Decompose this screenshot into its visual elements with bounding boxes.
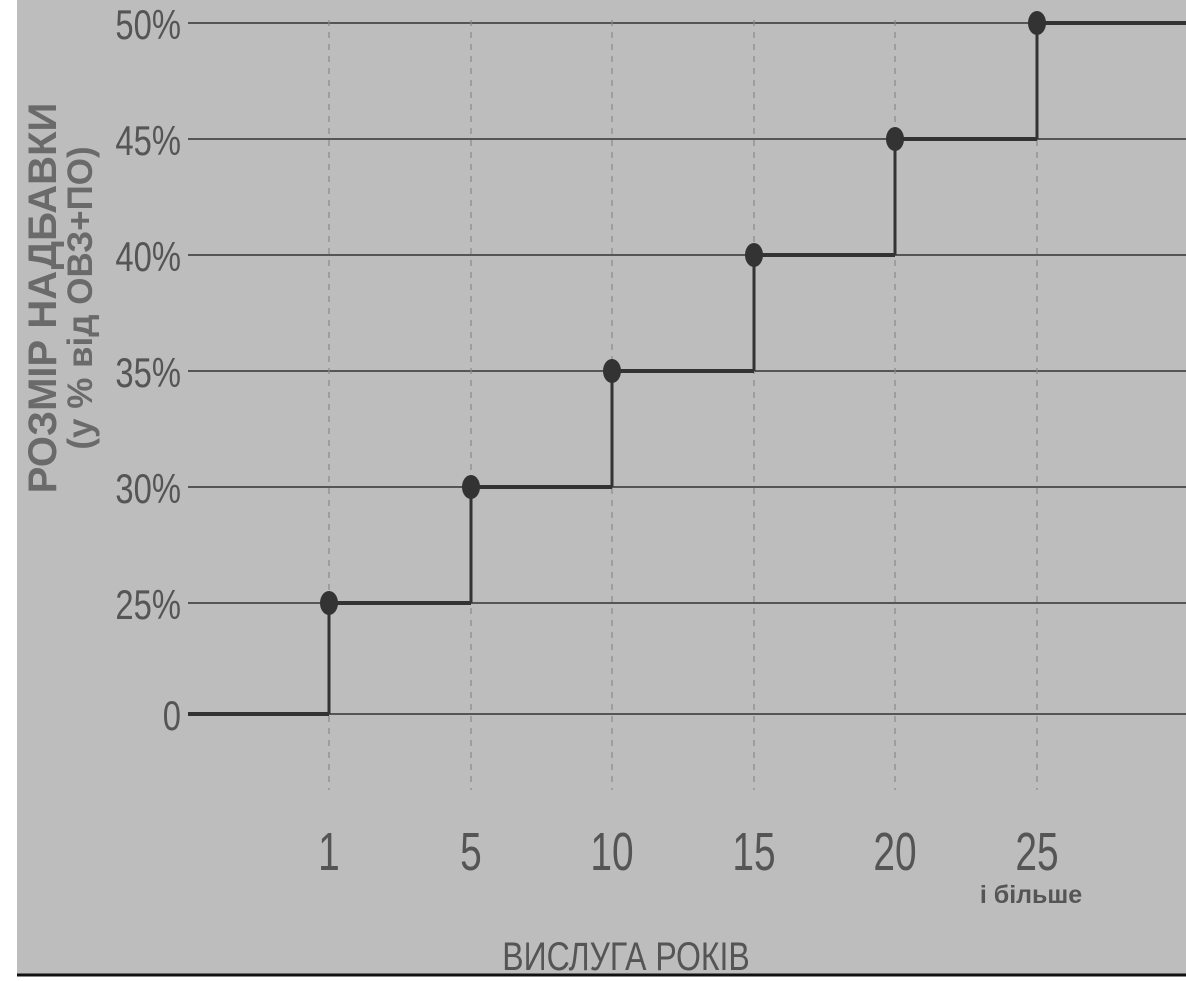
x-tick-label: 10	[590, 821, 633, 882]
step-markers	[320, 11, 1046, 615]
step-marker	[886, 127, 904, 151]
y-tick-labels: 0 25% 30% 35% 40% 45% 50%	[115, 1, 181, 739]
x-tick-label: 20	[873, 821, 916, 882]
x-tick-label: 25	[1015, 821, 1058, 882]
y-tick-label: 45%	[115, 117, 181, 164]
step-series	[188, 21, 1186, 716]
x-tick-label: 15	[732, 821, 775, 882]
y-axis-label-line2: (у % від ОВЗ+ПО)	[61, 146, 100, 449]
y-axis-label-line1: РОЗМІР НАДБАВКИ	[21, 103, 65, 493]
step-marker	[320, 591, 338, 615]
y-tick-label: 50%	[115, 1, 181, 48]
step-marker	[745, 243, 763, 267]
step-marker	[603, 359, 621, 383]
x-axis-label: ВИСЛУГА РОКІВ	[502, 934, 750, 979]
step-marker	[462, 475, 480, 499]
y-tick-label: 0	[163, 692, 181, 739]
y-tick-label: 40%	[115, 233, 181, 280]
y-tick-label: 25%	[115, 581, 181, 628]
step-marker	[1028, 11, 1046, 35]
x-tick-note: і більше	[980, 881, 1082, 909]
x-tick-labels: 1 5 10 15 20 25	[318, 821, 1058, 882]
y-tick-label: 35%	[115, 349, 181, 396]
x-tick-label: 5	[460, 821, 482, 882]
x-tick-label: 1	[318, 821, 340, 882]
y-tick-label: 30%	[115, 465, 181, 512]
